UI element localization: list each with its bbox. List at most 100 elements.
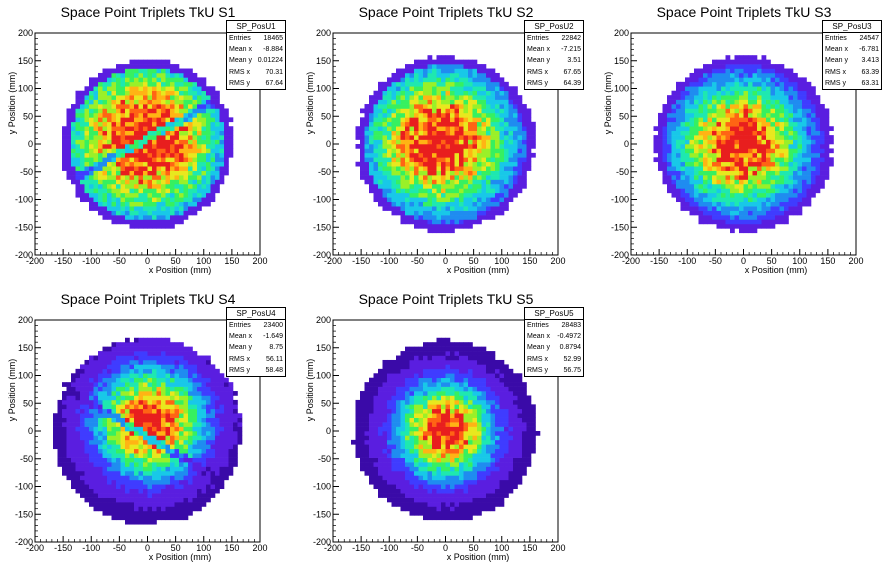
histogram-bin: [766, 95, 771, 100]
histogram-bin: [111, 475, 117, 481]
x-tick-label: -150: [54, 256, 72, 266]
histogram-bin: [152, 475, 157, 481]
histogram-bin: [197, 95, 202, 100]
histogram-bin: [138, 386, 144, 392]
histogram-bin: [201, 188, 207, 194]
histogram-bin: [93, 359, 99, 365]
histogram-bin: [802, 148, 807, 154]
histogram-bin: [93, 157, 99, 163]
histogram-bin: [513, 188, 518, 194]
histogram-bin: [779, 86, 785, 92]
histogram-bin: [748, 86, 753, 92]
histogram-bin: [224, 117, 229, 123]
histogram-bin: [179, 72, 184, 78]
histogram-bin: [170, 515, 175, 521]
histogram-bin: [120, 104, 126, 109]
stats-label: Mean x: [229, 46, 252, 54]
histogram-bin: [400, 197, 406, 203]
histogram-bin: [486, 90, 491, 96]
histogram-bin: [797, 148, 803, 154]
histogram-bin: [504, 86, 509, 92]
histogram-bin: [797, 121, 803, 127]
histogram-bin: [811, 112, 816, 118]
histogram-bin: [770, 72, 776, 78]
histogram-bin: [427, 59, 433, 65]
histogram-bin: [766, 86, 771, 92]
histogram-bin: [436, 72, 442, 78]
histogram-bin: [84, 95, 90, 100]
histogram-bin: [75, 391, 81, 396]
histogram-bin: [98, 493, 103, 498]
histogram-bin: [703, 126, 708, 131]
x-tick-label: 100: [494, 256, 509, 266]
histogram-bin: [757, 59, 762, 65]
histogram-bin: [468, 183, 473, 189]
histogram-bin: [116, 502, 121, 507]
histogram-bin: [423, 95, 428, 100]
histogram-bin: [806, 135, 812, 140]
histogram-bin: [98, 72, 103, 78]
histogram-bin: [716, 175, 722, 180]
histogram-bin: [418, 95, 424, 100]
histogram-bin: [84, 395, 90, 401]
histogram-bin: [414, 170, 419, 176]
histogram-bin: [215, 152, 220, 158]
histogram-bin: [143, 183, 148, 189]
histogram-bin: [405, 210, 410, 216]
histogram-bin: [761, 108, 767, 114]
histogram-bin: [427, 117, 433, 123]
histogram-bin: [98, 453, 103, 458]
histogram-bin: [102, 139, 108, 145]
histogram-bin: [89, 453, 94, 458]
histogram-bin: [71, 166, 76, 171]
histogram-bin: [734, 68, 740, 74]
histogram-bin: [174, 426, 180, 432]
histogram-bin: [463, 130, 469, 136]
histogram-bin: [707, 99, 713, 105]
histogram-bin: [418, 206, 424, 211]
histogram-bin: [752, 210, 758, 216]
histogram-bin: [80, 95, 85, 100]
histogram-bin: [671, 166, 677, 171]
histogram-bin: [161, 72, 166, 78]
histogram-bin: [739, 157, 744, 163]
histogram-bin: [134, 59, 139, 65]
histogram-bin: [89, 435, 94, 441]
histogram-bin: [427, 206, 433, 211]
histogram-bin: [98, 444, 103, 450]
histogram-bin: [62, 391, 67, 396]
histogram-bin: [459, 192, 464, 198]
histogram-bin: [147, 112, 153, 118]
histogram-bin: [788, 139, 794, 145]
histogram-bin: [698, 170, 704, 176]
histogram-bin: [508, 117, 514, 123]
histogram-bin: [89, 373, 94, 379]
histogram-bin: [170, 210, 175, 216]
histogram-bin: [116, 117, 121, 123]
histogram-bin: [174, 183, 180, 189]
histogram-bin: [183, 197, 189, 203]
histogram-bin: [183, 188, 189, 194]
histogram-bin: [93, 413, 99, 418]
histogram-bin: [75, 175, 81, 180]
histogram-bin: [387, 161, 392, 167]
histogram-bin: [129, 457, 135, 463]
histogram-bin: [369, 117, 374, 123]
histogram-bin: [147, 382, 153, 387]
histogram-bin: [93, 95, 99, 100]
histogram-bin: [405, 201, 410, 207]
histogram-bin: [743, 215, 749, 220]
histogram-bin: [495, 161, 500, 167]
histogram-bin: [62, 444, 67, 450]
histogram-bin: [107, 484, 112, 490]
histogram-bin: [188, 161, 193, 167]
histogram-bin: [689, 90, 695, 96]
histogram-bin: [432, 192, 437, 198]
histogram-bin: [779, 112, 785, 118]
histogram-bin: [170, 377, 175, 383]
histogram-bin: [134, 515, 139, 521]
histogram-bin: [152, 206, 157, 211]
histogram-bin: [378, 86, 383, 92]
histogram-bin: [62, 399, 67, 405]
histogram-bin: [775, 183, 780, 189]
